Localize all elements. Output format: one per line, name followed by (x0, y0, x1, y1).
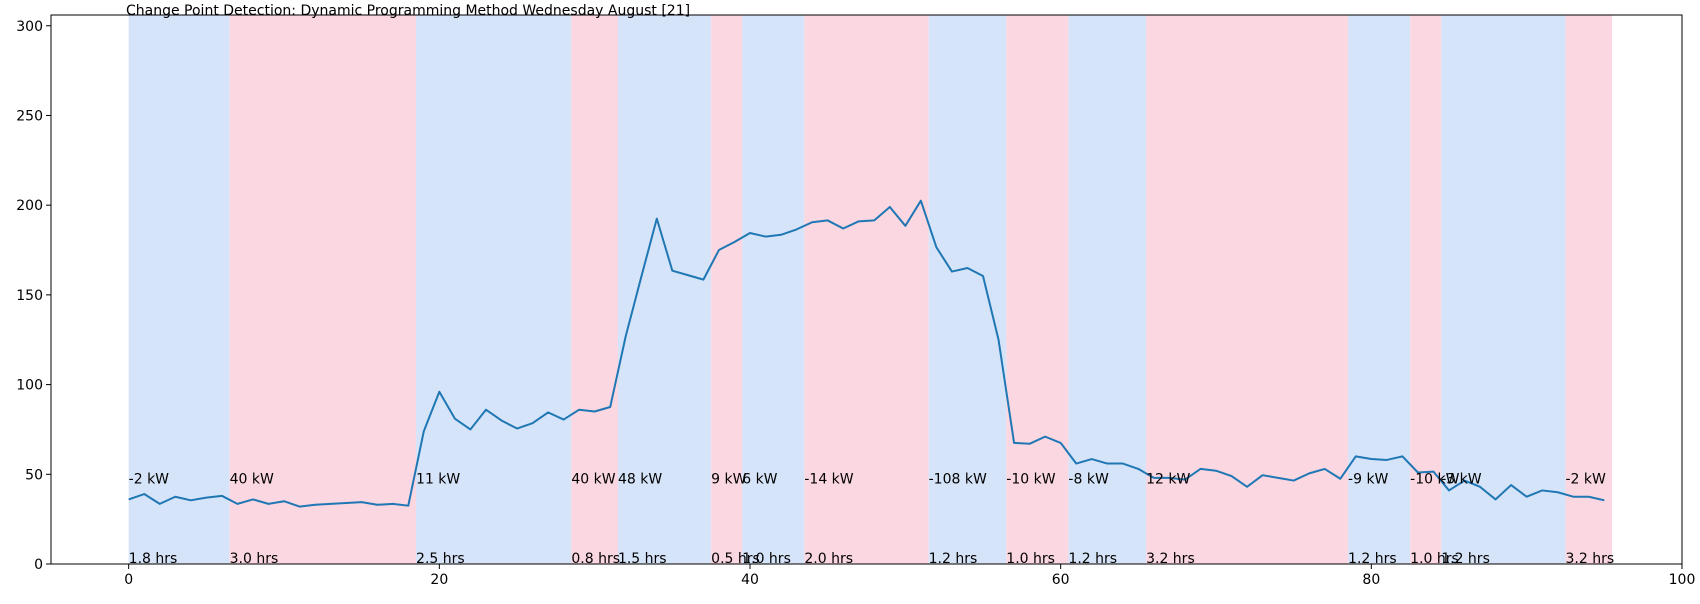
x-tick-label: 40 (741, 572, 759, 588)
y-tick-label: 100 (16, 378, 43, 394)
segment-band (128, 15, 230, 564)
segment-duration-label: 1.2 hrs (1348, 551, 1397, 567)
segment-power-label: 6 kW (742, 471, 777, 487)
segment-duration-label: 1.2 hrs (929, 551, 978, 567)
segment-band (928, 15, 1007, 564)
segment-band (1565, 15, 1613, 564)
segment-duration-label: 1.8 hrs (129, 551, 178, 567)
x-tick-label: 60 (1052, 572, 1070, 588)
segment-power-label: 40 kW (230, 471, 274, 487)
y-tick-label: 300 (16, 19, 43, 35)
segment-duration-label: 1.0 hrs (1410, 551, 1459, 567)
segment-duration-label: 3.2 hrs (1566, 551, 1615, 567)
y-tick-label: 250 (16, 108, 43, 124)
segment-band (617, 15, 712, 564)
segment-duration-label: 0.5 hrs (711, 551, 760, 567)
segment-band (742, 15, 805, 564)
segment-band (1348, 15, 1411, 564)
segment-power-label: -3 kW (1441, 471, 1482, 487)
segment-bands (128, 15, 1613, 564)
segment-labels: -2 kW 1.8 hrs 40 kW 3.0 hrs 11 kW 2.5 hrs 40 k… (129, 471, 1614, 567)
segment-band (229, 15, 417, 564)
segment-duration-label: 3.0 hrs (230, 551, 279, 567)
segment-band (1068, 15, 1147, 564)
segment-power-label: -2 kW (129, 471, 170, 487)
segment-duration-label: 0.8 hrs (571, 551, 620, 567)
segment-duration-label: 1.2 hrs (1441, 551, 1490, 567)
segment-power-label: -14 kW (804, 471, 853, 487)
x-tick-label: 0 (124, 572, 133, 588)
segment-power-label: 11 kW (416, 471, 460, 487)
segment-power-label: -108 kW (929, 471, 987, 487)
segment-duration-label: 1.2 hrs (1068, 551, 1117, 567)
series-line-group (128, 199, 1605, 508)
segment-band (416, 15, 572, 564)
segment-power-label: -10 kW (1410, 471, 1459, 487)
segment-duration-label: 2.5 hrs (416, 551, 465, 567)
y-tick-label: 200 (16, 198, 43, 214)
y-tick-label: 0 (34, 557, 43, 573)
segment-power-label: -10 kW (1006, 471, 1055, 487)
segment-duration-label: 1.0 hrs (742, 551, 791, 567)
x-tick-label: 20 (430, 572, 448, 588)
segment-band (804, 15, 929, 564)
segment-duration-label: 1.5 hrs (618, 551, 667, 567)
x-tick-label: 100 (1669, 572, 1696, 588)
y-tick-label: 150 (16, 288, 43, 304)
segment-power-label: 12 kW (1146, 471, 1190, 487)
segment-power-label: 48 kW (618, 471, 662, 487)
segment-band (571, 15, 618, 564)
segment-band (1441, 15, 1566, 564)
axes: 0 20 40 60 80 100 0 50 100 150 200 250 300 (16, 14, 1696, 588)
segment-band (1006, 15, 1069, 564)
y-tick-label: 50 (25, 467, 43, 483)
segment-duration-label: 3.2 hrs (1146, 551, 1195, 567)
series-line (128, 199, 1605, 508)
segment-duration-label: 2.0 hrs (804, 551, 853, 567)
segment-power-label: -9 kW (1348, 471, 1389, 487)
segment-duration-label: 1.0 hrs (1006, 551, 1055, 567)
segment-power-label: -2 kW (1566, 471, 1607, 487)
segment-power-label: 9 kW (711, 471, 746, 487)
chart-title: Change Point Detection: Dynamic Programm… (126, 3, 690, 19)
segment-band (711, 15, 743, 564)
x-tick-label: 80 (1362, 572, 1380, 588)
segment-power-label: 40 kW (571, 471, 615, 487)
segment-power-label: -8 kW (1068, 471, 1109, 487)
plot-frame (50, 14, 1683, 565)
